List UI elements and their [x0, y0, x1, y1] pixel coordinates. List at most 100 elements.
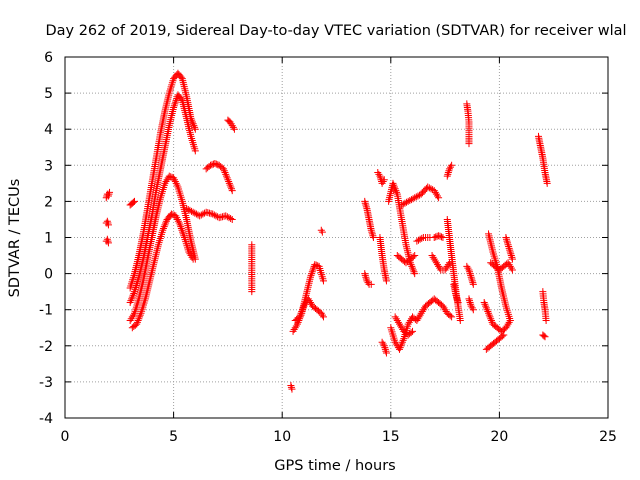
data-points-layer: [102, 69, 551, 393]
data-point: [177, 223, 185, 231]
y-axis-label: SDTVAR / TECUs: [7, 179, 23, 298]
data-point: [444, 261, 452, 269]
data-point: [367, 226, 375, 234]
data-point: [227, 183, 235, 191]
data-point: [382, 349, 390, 357]
data-point: [417, 309, 425, 317]
data-point: [444, 169, 452, 177]
data-point: [186, 206, 194, 214]
data-point: [222, 170, 230, 178]
series-arc-21: [378, 338, 390, 357]
data-point: [436, 264, 444, 272]
y-tick-label: 2: [44, 194, 53, 210]
data-point: [170, 104, 178, 112]
series-arc-05: [126, 69, 199, 292]
data-point: [188, 207, 196, 215]
data-point: [486, 313, 494, 321]
series-arc-13: [287, 382, 296, 393]
data-point: [487, 317, 495, 325]
data-point: [504, 239, 512, 247]
data-point: [404, 320, 412, 328]
data-point: [397, 322, 405, 330]
data-point: [541, 333, 549, 341]
data-point: [414, 236, 422, 244]
data-point: [317, 226, 325, 234]
data-point: [412, 193, 420, 201]
data-point: [220, 165, 228, 173]
x-tick-label: 5: [169, 429, 178, 445]
data-point: [391, 313, 399, 321]
data-point: [214, 161, 222, 169]
data-point: [468, 275, 476, 283]
data-point: [163, 176, 171, 184]
data-point: [178, 226, 186, 234]
data-point: [170, 102, 178, 110]
series-arc-26: [398, 183, 443, 209]
series-arc-38: [485, 230, 514, 325]
data-point: [196, 212, 204, 220]
data-point: [502, 324, 510, 332]
data-point: [432, 259, 440, 267]
series-arc-10: [202, 159, 236, 195]
data-point: [228, 215, 236, 223]
series-arc-11: [224, 116, 238, 133]
data-point: [308, 268, 316, 276]
data-point: [304, 295, 312, 303]
data-point: [448, 313, 456, 321]
data-point: [128, 313, 136, 321]
data-point: [221, 169, 229, 177]
data-point: [179, 228, 187, 236]
data-point: [409, 327, 417, 335]
data-point: [287, 382, 295, 390]
data-point: [467, 300, 475, 308]
data-point: [435, 232, 443, 240]
data-point: [469, 280, 477, 288]
data-point: [290, 326, 298, 334]
data-point: [369, 234, 377, 241]
data-point: [430, 187, 438, 195]
data-point: [454, 298, 462, 306]
chart-title: Day 262 of 2019, Sidereal Day-to-day VTE…: [45, 23, 626, 39]
data-point: [170, 176, 178, 184]
data-point: [183, 205, 191, 213]
data-point: [469, 306, 477, 314]
data-point: [543, 179, 551, 187]
data-point: [395, 345, 403, 353]
series-arc-37: [482, 331, 508, 353]
data-point: [207, 161, 215, 169]
data-point: [309, 266, 317, 274]
data-point: [210, 211, 218, 219]
data-point: [446, 312, 454, 320]
y-tick-label: -3: [39, 375, 53, 391]
data-point: [506, 248, 514, 256]
data-point: [393, 188, 401, 196]
data-point: [507, 250, 515, 258]
data-point: [432, 190, 440, 198]
data-point: [126, 298, 134, 306]
data-point: [439, 302, 447, 310]
series-arc-24: [391, 313, 417, 339]
data-point: [452, 291, 460, 299]
series-arc-32: [450, 280, 462, 306]
data-point: [378, 179, 386, 187]
data-point: [409, 253, 417, 261]
data-point: [225, 179, 233, 187]
data-point: [129, 311, 137, 319]
data-point: [381, 345, 389, 353]
data-point: [191, 125, 199, 133]
data-point: [133, 320, 141, 328]
data-point: [427, 185, 435, 193]
data-point: [443, 172, 451, 180]
data-point: [506, 317, 514, 325]
data-point: [468, 304, 476, 312]
data-point: [502, 234, 510, 241]
data-point: [184, 206, 192, 214]
y-tick-label: -1: [39, 303, 53, 319]
data-point: [160, 223, 168, 231]
data-point: [311, 261, 319, 269]
data-point: [299, 304, 307, 312]
data-point: [376, 174, 384, 182]
data-point: [506, 246, 514, 254]
data-point: [361, 197, 369, 205]
data-point: [187, 252, 195, 260]
